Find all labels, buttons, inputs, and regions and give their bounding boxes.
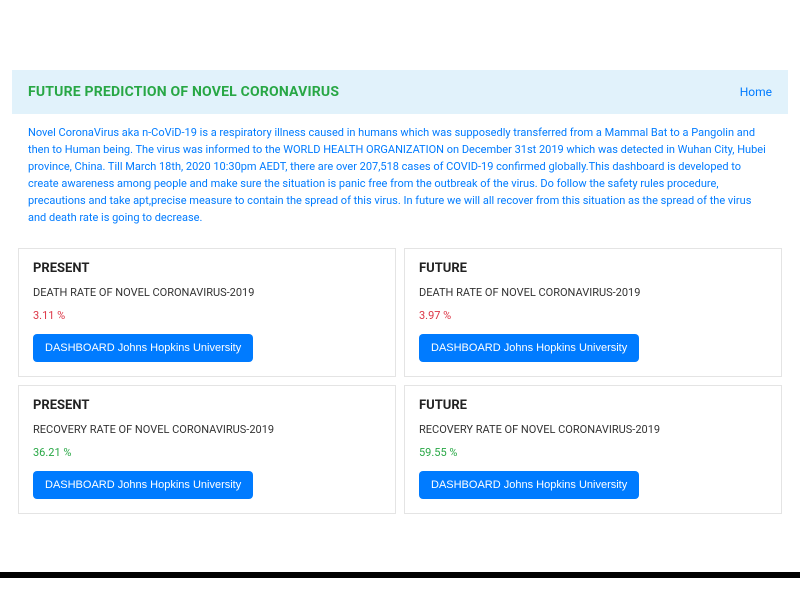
dashboard-button[interactable]: DASHBOARD Johns Hopkins University [33, 471, 253, 499]
card-present-death: PRESENT DEATH RATE OF NOVEL CORONAVIRUS-… [18, 248, 396, 377]
intro-text: Novel CoronaVirus aka n-CoViD-19 is a re… [28, 124, 772, 226]
bottom-divider [0, 572, 800, 578]
card-value: 3.11 % [33, 309, 381, 322]
card-value: 59.55 % [419, 446, 767, 459]
dashboard-button[interactable]: DASHBOARD Johns Hopkins University [419, 334, 639, 362]
page-root: FUTURE PREDICTION OF NOVEL CORONAVIRUS H… [0, 0, 800, 514]
dashboard-button[interactable]: DASHBOARD Johns Hopkins University [33, 334, 253, 362]
card-period: PRESENT [33, 398, 381, 413]
card-metric: DEATH RATE OF NOVEL CORONAVIRUS-2019 [419, 286, 767, 299]
card-future-recovery: FUTURE RECOVERY RATE OF NOVEL CORONAVIRU… [404, 385, 782, 514]
card-metric: RECOVERY RATE OF NOVEL CORONAVIRUS-2019 [419, 423, 767, 436]
card-metric: DEATH RATE OF NOVEL CORONAVIRUS-2019 [33, 286, 381, 299]
cards-grid: PRESENT DEATH RATE OF NOVEL CORONAVIRUS-… [12, 242, 788, 514]
card-future-death: FUTURE DEATH RATE OF NOVEL CORONAVIRUS-2… [404, 248, 782, 377]
card-period: FUTURE [419, 398, 767, 413]
dashboard-button[interactable]: DASHBOARD Johns Hopkins University [419, 471, 639, 499]
card-value: 3.97 % [419, 309, 767, 322]
card-period: PRESENT [33, 261, 381, 276]
card-value: 36.21 % [33, 446, 381, 459]
card-metric: RECOVERY RATE OF NOVEL CORONAVIRUS-2019 [33, 423, 381, 436]
intro-panel: Novel CoronaVirus aka n-CoViD-19 is a re… [12, 114, 788, 242]
page-title: FUTURE PREDICTION OF NOVEL CORONAVIRUS [28, 84, 339, 100]
card-period: FUTURE [419, 261, 767, 276]
card-present-recovery: PRESENT RECOVERY RATE OF NOVEL CORONAVIR… [18, 385, 396, 514]
header-bar: FUTURE PREDICTION OF NOVEL CORONAVIRUS H… [12, 70, 788, 114]
home-link[interactable]: Home [740, 85, 772, 99]
